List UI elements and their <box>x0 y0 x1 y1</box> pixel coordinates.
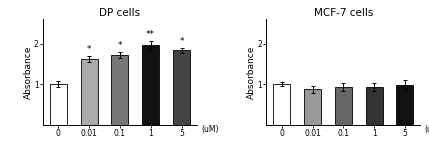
Text: (uM): (uM) <box>201 125 219 134</box>
Bar <box>335 87 352 125</box>
Title: DP cells: DP cells <box>100 8 141 18</box>
Bar <box>366 87 383 125</box>
Y-axis label: Absorbance: Absorbance <box>247 45 256 99</box>
Bar <box>273 84 290 125</box>
Bar <box>81 59 98 125</box>
Title: MCF-7 cells: MCF-7 cells <box>314 8 373 18</box>
Bar <box>304 89 321 125</box>
Text: *: * <box>118 41 122 50</box>
Bar <box>396 85 414 125</box>
Bar <box>50 84 67 125</box>
Text: *: * <box>179 37 184 46</box>
Text: *: * <box>87 45 91 54</box>
Text: (uM): (uM) <box>425 125 429 134</box>
Bar <box>173 50 190 125</box>
Bar <box>112 55 128 125</box>
Text: **: ** <box>146 30 155 39</box>
Bar <box>142 45 159 125</box>
Y-axis label: Absorbance: Absorbance <box>24 45 33 99</box>
